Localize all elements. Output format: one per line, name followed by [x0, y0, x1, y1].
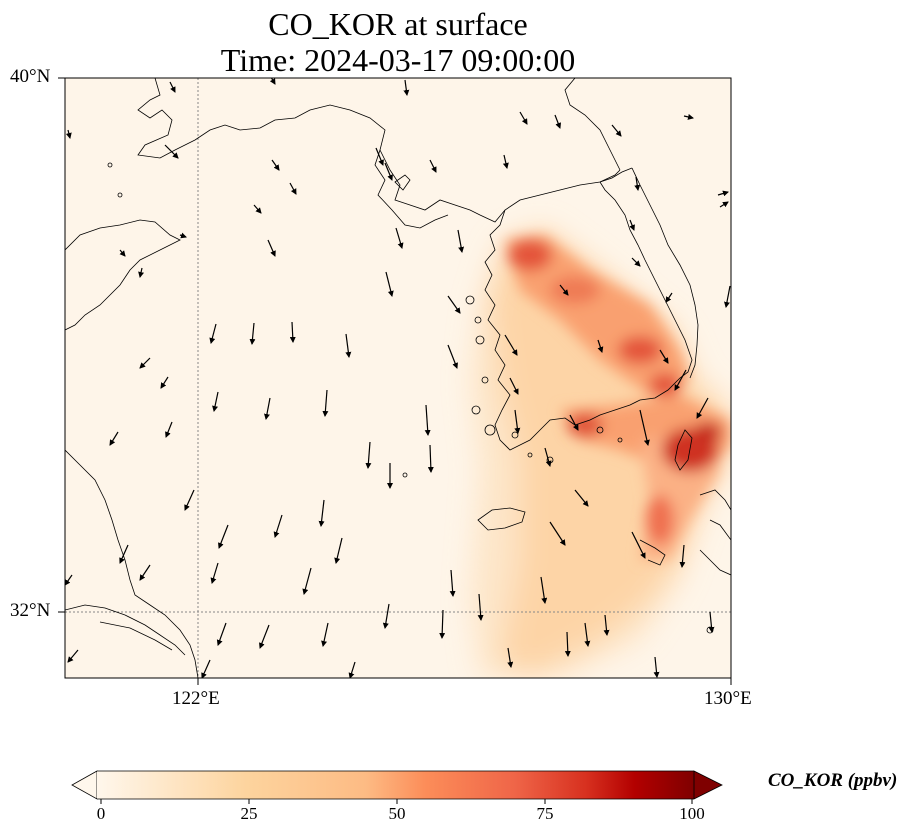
map-frame: [64, 77, 732, 679]
coastlines: [65, 78, 731, 678]
colorbar-tick-25: 25: [240, 804, 258, 823]
wind-vectors: [65, 78, 731, 678]
co-concentration-field: [470, 225, 731, 678]
colorbar-title: CO_KOR (ppbv): [768, 770, 898, 791]
lat-tick-label-40: 40°N: [10, 66, 51, 87]
axis-ticks: [58, 77, 732, 685]
lon-tick-label-130: 130°E: [704, 688, 752, 709]
gridlines: [65, 78, 731, 678]
colorbar-tick-75: 75: [536, 804, 554, 823]
colorbar-tick-0: 0: [96, 804, 106, 823]
colorbar-extend-high: [693, 770, 723, 800]
map-title: CO_KOR at surface: [268, 6, 528, 42]
map-subtitle: Time: 2024-03-17 09:00:00: [220, 42, 576, 78]
colorbar-tick-100: 100: [679, 804, 705, 823]
lon-tick-label-122: 122°E: [172, 688, 220, 709]
colorbar-extend-low: [71, 770, 98, 800]
colorbar-tick-50: 50: [388, 804, 406, 823]
colorbar: [71, 770, 723, 804]
lat-tick-label-32: 32°N: [10, 600, 51, 621]
colorbar-gradient: [97, 771, 694, 799]
